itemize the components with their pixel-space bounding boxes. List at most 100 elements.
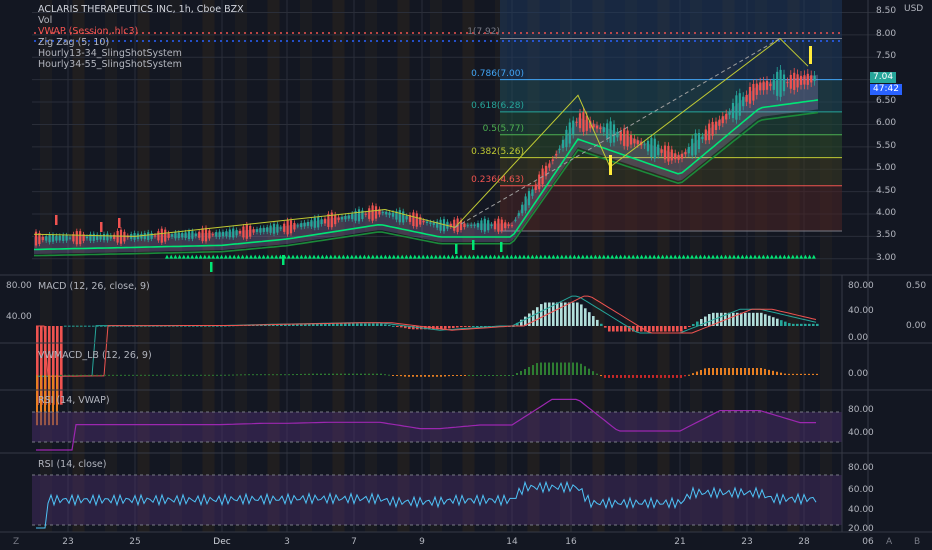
symbol-title[interactable]: ACLARIS THERAPEUTICS INC, 1h, Cboe BZX: [38, 4, 244, 15]
fib-zone: [500, 38, 842, 80]
macd-histogram-bar: [572, 302, 575, 326]
candle-body: [612, 124, 616, 143]
macd-histogram-bar: [280, 324, 283, 326]
candle-body: [38, 233, 41, 245]
auto-scale-button[interactable]: A: [886, 537, 893, 547]
macd-histogram-bar: [652, 326, 655, 332]
vwmacd-bar: [292, 374, 294, 376]
vwmacd-bar: [744, 368, 746, 375]
candle-body: [181, 232, 184, 238]
macd-histogram-bar: [792, 323, 795, 326]
macd-histogram-bar: [308, 323, 311, 326]
candle-body: [626, 130, 629, 147]
slingshot-marker: [324, 254, 329, 259]
rsi-vwap-line: [36, 398, 816, 451]
vwmacd-bar: [240, 374, 242, 376]
slingshot-marker: [517, 254, 522, 259]
slingshot-marker: [484, 254, 489, 259]
vwmacd-bar: [476, 375, 478, 376]
macd-histogram-bar: [544, 302, 547, 326]
candle-body: [711, 121, 714, 136]
vol-label[interactable]: Vol: [38, 15, 53, 26]
candle-body: [538, 174, 541, 190]
vwmacd-bar: [196, 374, 198, 376]
vwmacd-bar: [808, 373, 810, 375]
candle-body: [459, 220, 463, 231]
vwmacd-bar: [228, 374, 230, 376]
candle-body: [364, 213, 367, 215]
slingshot-marker: [568, 254, 573, 259]
candle-body: [313, 217, 316, 228]
slingshot-marker: [463, 254, 468, 259]
candle-body: [769, 83, 772, 87]
candle-body: [762, 81, 765, 91]
macd-histogram-bar: [680, 326, 683, 332]
candle-body: [266, 227, 269, 232]
candle-body: [303, 222, 306, 227]
macd-histogram-bar: [356, 323, 359, 326]
macd-histogram-bar: [224, 325, 227, 327]
macd-histogram-bar: [440, 326, 443, 330]
vwap-label[interactable]: VWAP (Session, hlc3): [38, 26, 139, 37]
rsi-close-label[interactable]: RSI (14, close): [38, 459, 107, 470]
slingshot-marker: [349, 254, 354, 259]
signal-bar: [210, 262, 213, 272]
price-tick-label: 4.00: [876, 208, 897, 219]
slingshot-marker: [492, 254, 497, 259]
vwmacd-bar: [748, 368, 750, 375]
vwmacd-bar: [60, 374, 62, 376]
vwmacd-bar: [436, 375, 438, 377]
vwmacd-bar: [104, 374, 106, 376]
slingshot-marker: [207, 254, 211, 259]
candle-body: [565, 129, 568, 148]
candle-body: [398, 210, 401, 223]
candle-body: [806, 73, 809, 85]
candle-body: [718, 119, 721, 126]
candle-body: [786, 82, 789, 84]
vwmacd-bar: [684, 375, 686, 377]
fib-level-label: 0.618(6.28): [471, 100, 524, 111]
price-tick-label: 5.50: [876, 140, 897, 151]
vwmacd-bar: [72, 374, 74, 376]
slingshot-34-55-label[interactable]: Hourly34-55_SlingShotSystem: [38, 59, 182, 70]
rsi-vwap-label[interactable]: RSI (14, VWAP): [38, 395, 110, 406]
macd-histogram-bar: [300, 324, 303, 326]
candle-body: [582, 112, 585, 132]
zigzag-label[interactable]: Zig Zag (5, 10): [38, 37, 110, 48]
macd-histogram-bar: [76, 325, 79, 327]
macd-histogram-bar: [660, 326, 663, 332]
vwmacd-bar: [344, 373, 346, 375]
candle-body: [793, 72, 796, 90]
macd-histogram-bar: [276, 324, 279, 326]
log-scale-button[interactable]: B: [914, 537, 921, 547]
slingshot-marker: [165, 254, 169, 259]
session-band: [170, 0, 182, 532]
macd-histogram-bar: [152, 325, 155, 327]
vwmacd-bar: [128, 374, 130, 376]
timezone-button[interactable]: Z: [13, 537, 20, 547]
slingshot-marker: [354, 254, 358, 259]
candle-body: [201, 228, 204, 242]
vwmacd-bar: [460, 375, 462, 376]
vwmacd-bar: [112, 374, 114, 376]
macd-histogram-bar: [768, 315, 771, 326]
session-band: [137, 0, 150, 532]
macd-histogram-bar: [524, 316, 527, 326]
vwmacd-bar: [524, 369, 526, 375]
vwmacd-bar: [504, 375, 506, 376]
macd-histogram-bar: [332, 323, 335, 326]
candle-body: [755, 83, 758, 95]
candle-body: [561, 139, 565, 148]
vwmacd-bar: [80, 374, 82, 376]
vwmacd-label[interactable]: VWMACD_LB (12, 26, 9): [38, 350, 152, 361]
session-band: [365, 0, 377, 532]
slingshot-13-34-label[interactable]: Hourly13-34_SlingShotSystem: [38, 48, 182, 59]
last-price-tag: 7.04: [870, 71, 897, 83]
vwmacd-bar: [732, 368, 734, 375]
vwmacd-bar: [760, 368, 762, 375]
macd-label[interactable]: MACD (12, 26, close, 9): [38, 281, 150, 292]
vwmacd-bar: [696, 371, 698, 375]
macd-histogram-bar: [212, 325, 215, 327]
candle-body: [663, 145, 667, 160]
